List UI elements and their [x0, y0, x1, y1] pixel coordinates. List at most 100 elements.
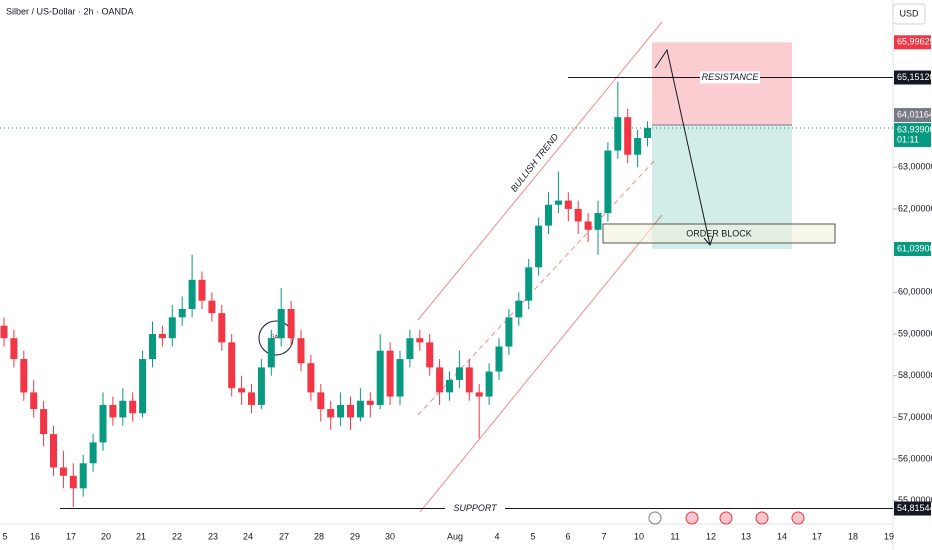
- candle-body: [40, 409, 48, 435]
- candle-body: [545, 204, 552, 226]
- price-tag-label: 64,01164: [897, 109, 932, 119]
- candle-body: [158, 334, 166, 339]
- event-icon: [648, 511, 662, 525]
- candle-body: [594, 213, 602, 230]
- x-tick-label: 13: [741, 531, 751, 541]
- x-tick-label: 27: [279, 531, 289, 541]
- candle-body: [495, 346, 503, 372]
- candle-body: [436, 367, 444, 393]
- y-tick-label: 56,00000: [898, 453, 932, 463]
- candle-body: [198, 279, 206, 301]
- order-block-label: ORDER BLOCK: [686, 228, 752, 238]
- x-tick-label: 5: [530, 531, 535, 541]
- candle-body: [426, 342, 434, 368]
- countdown: 01:11: [897, 134, 919, 144]
- y-tick-label: 55,00000: [898, 495, 932, 505]
- candle-body: [129, 400, 137, 414]
- price-tag-label: 65,99629: [897, 37, 932, 47]
- candle-body: [20, 359, 28, 393]
- candle-body: [248, 392, 255, 405]
- candle-body: [238, 388, 246, 393]
- candle-body: [446, 379, 453, 393]
- event-icon: [755, 511, 769, 525]
- candle-body: [396, 359, 404, 397]
- x-tick-label: Aug: [447, 531, 463, 541]
- candle-body: [505, 317, 513, 347]
- x-tick-label: 17: [66, 531, 76, 541]
- candle-body: [50, 434, 57, 468]
- candle-body: [30, 392, 38, 410]
- candle-body: [416, 338, 424, 343]
- candle-body: [297, 338, 305, 364]
- candle-body: [69, 475, 77, 489]
- candle-body: [0, 325, 8, 339]
- currency-box[interactable]: [892, 3, 926, 25]
- y-tick-label: 58,00000: [898, 370, 932, 380]
- candle-body: [366, 400, 374, 405]
- price-tag-label: 63,93900: [897, 124, 932, 134]
- event-icon: [685, 511, 699, 525]
- candle-body: [168, 317, 176, 339]
- candle-body: [287, 308, 295, 339]
- candle-body: [535, 225, 543, 268]
- event-icon: [719, 511, 733, 525]
- candle-body: [614, 117, 622, 151]
- candle-body: [376, 350, 384, 405]
- candle-body: [515, 300, 523, 318]
- candle-body: [119, 400, 127, 418]
- candle-body: [79, 463, 87, 489]
- stop-zone: [652, 42, 792, 126]
- candle-body: [525, 267, 533, 301]
- x-tick-label: 21: [136, 531, 146, 541]
- candle-body: [644, 128, 651, 139]
- countdown-bg: [894, 133, 931, 147]
- candle-body: [188, 279, 196, 309]
- x-tick-label: 4: [494, 531, 499, 541]
- channel-upper: [417, 21, 663, 321]
- candle-body: [228, 342, 236, 389]
- x-tick-label: 29: [350, 531, 360, 541]
- gap-label: GAP: [271, 334, 282, 340]
- order-block: [602, 223, 836, 244]
- x-tick-label: 16: [30, 531, 40, 541]
- x-tick-label: 11: [670, 531, 679, 541]
- resistance-label-bg: [700, 71, 760, 84]
- price-tag-label: 61,03908: [897, 243, 932, 253]
- candle-body: [584, 221, 592, 230]
- candle-body: [139, 359, 147, 414]
- y-tick-label: 62,00000: [898, 203, 932, 213]
- candle-body: [317, 392, 325, 410]
- candle-body: [406, 338, 414, 360]
- candle-body: [554, 200, 562, 205]
- candle-body: [99, 404, 107, 443]
- candle-body: [475, 392, 483, 397]
- candle-body: [277, 308, 285, 339]
- price-tag-label: 54,81544: [897, 503, 932, 513]
- candle-body: [59, 467, 67, 476]
- candle-body: [347, 404, 354, 418]
- candle-body: [109, 404, 117, 418]
- support-label: SUPPORT: [453, 503, 498, 513]
- resistance-label: RESISTANCE: [702, 72, 760, 82]
- projection-arrow: [654, 48, 714, 246]
- price-tag: [894, 501, 931, 516]
- candle-body: [218, 313, 226, 343]
- candle-body: [455, 367, 463, 380]
- candle-body: [465, 367, 473, 393]
- price-tag: [894, 70, 931, 85]
- price-tag: [894, 241, 931, 256]
- x-tick-label: 24: [243, 531, 253, 541]
- currency[interactable]: USD: [899, 8, 919, 18]
- x-tick-label: 22: [172, 531, 182, 541]
- candle-body: [257, 367, 265, 405]
- y-tick-label: 57,00000: [898, 412, 932, 422]
- candle-body: [10, 338, 18, 360]
- y-tick-label: 63,00000: [898, 162, 932, 172]
- candle-body: [386, 350, 394, 397]
- x-tick-label: 23: [208, 531, 218, 541]
- x-tick-label: 30: [385, 531, 395, 541]
- candle-body: [564, 200, 572, 209]
- x-tick-label: 14: [777, 531, 787, 541]
